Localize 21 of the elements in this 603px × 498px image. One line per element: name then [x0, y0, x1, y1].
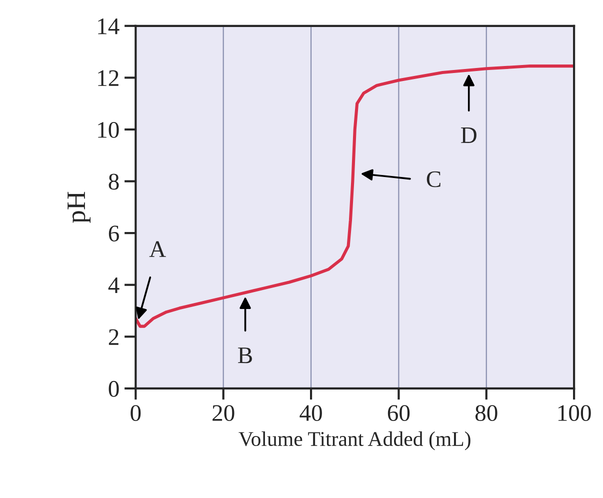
x-axis-title: Volume Titrant Added (mL)	[238, 431, 470, 450]
annotation: C	[426, 171, 440, 188]
annotation: D	[461, 127, 476, 143]
x-tick-label: 40	[300, 405, 322, 422]
x-tick-label: 100	[558, 405, 591, 422]
x-tick-label: 80	[475, 405, 498, 422]
y-axis-title: pH	[68, 192, 91, 223]
y-tick-label: 8	[108, 174, 119, 190]
y-tick-label: 4	[108, 278, 120, 294]
y-tick-label: 0	[108, 380, 119, 397]
x-tick-label: 0	[130, 405, 141, 422]
annotation: B	[238, 348, 252, 364]
x-tick-label: 60	[388, 405, 410, 422]
y-tick-label: 14	[98, 18, 120, 34]
y-tick-label: 6	[108, 226, 119, 242]
y-tick-label: 12	[98, 70, 118, 86]
line-series	[136, 64, 574, 328]
annotation: A	[149, 241, 166, 257]
x-tick-label: 20	[212, 405, 234, 422]
y-tick-label: 2	[108, 329, 118, 345]
y-tick-label: 10	[98, 122, 119, 138]
